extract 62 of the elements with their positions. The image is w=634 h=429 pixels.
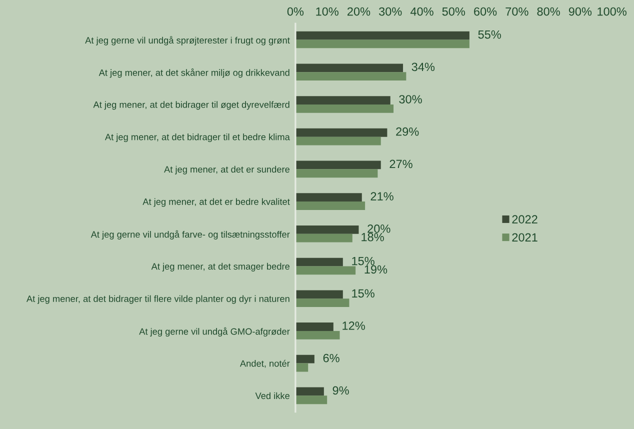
bar — [295, 72, 406, 81]
bar — [295, 387, 324, 396]
bar — [295, 136, 381, 146]
data-label: 34% — [412, 62, 435, 72]
y-tick-label: At jeg mener, at det bidrager til et bedre klima — [104, 134, 290, 142]
bar — [295, 258, 343, 266]
y-tick-label: At jeg gerne vil undgå farve- og tilsætningsstoffer — [90, 230, 290, 240]
y-tick-label: At jeg gerne vil undgå sprøjterester i frugt og grønt — [85, 36, 290, 46]
bar — [295, 266, 356, 275]
x-tick-label: 20% — [347, 7, 370, 16]
y-tick-label: At jeg mener, at det er bedre kvalitet — [142, 198, 290, 207]
data-label: 12% — [342, 322, 365, 330]
y-tick-label: At jeg gerne vil undgå GMO-afgrøder — [139, 327, 290, 337]
bar — [295, 64, 404, 72]
x-tick-label: 60% — [474, 7, 497, 16]
bar — [295, 193, 362, 202]
x-tick-label: 100% — [598, 7, 626, 16]
y-tick-label: At jeg mener, at det bidrager til flere vilde planter og dyr i naturen — [26, 295, 290, 304]
bar — [295, 160, 381, 170]
x-tick-label: 10% — [316, 7, 338, 16]
x-tick-label: 80% — [537, 7, 560, 16]
bar — [295, 354, 314, 364]
y-tick-label: At jeg mener, at det skåner miljø og drikkevand — [98, 68, 290, 78]
bar — [295, 322, 334, 331]
x-tick-label: 0% — [287, 7, 304, 16]
data-label: 19% — [364, 265, 388, 274]
x-tick-label: 70% — [506, 7, 528, 16]
data-label: 30% — [399, 95, 422, 104]
x-tick-label: 30% — [378, 7, 402, 16]
bar — [295, 128, 388, 137]
bar — [295, 40, 470, 48]
data-label: 9% — [332, 386, 349, 395]
bar — [295, 169, 378, 178]
bar — [295, 104, 394, 113]
data-label: 15% — [352, 289, 374, 298]
bar — [295, 225, 359, 234]
data-label: 18% — [362, 232, 384, 242]
bar — [295, 31, 470, 40]
bar — [295, 298, 350, 308]
data-label: 6% — [323, 354, 340, 362]
y-tick-label: At jeg mener, at det er sundere — [164, 166, 290, 174]
legend-label: 2022 — [512, 215, 538, 224]
data-label: 21% — [370, 192, 394, 200]
data-label: 55% — [478, 30, 501, 39]
data-label: 27% — [390, 160, 412, 168]
bar — [295, 234, 352, 242]
bar — [295, 290, 343, 299]
bar — [295, 396, 328, 404]
y-tick-label: At jeg mener, at det bidrager til øget dyrevelfærd — [93, 101, 290, 110]
y-tick-label: At jeg mener, at det smager bedre — [151, 262, 290, 272]
data-label: 29% — [396, 127, 419, 136]
bar — [295, 96, 390, 104]
data-label: 20% — [368, 224, 390, 233]
x-tick-label: 40% — [410, 7, 434, 16]
data-label: 15% — [352, 256, 374, 266]
bar — [295, 330, 340, 340]
legend-label: 2021 — [512, 233, 538, 242]
bar — [295, 202, 366, 210]
y-tick-label: Ved ikke — [255, 392, 290, 400]
x-tick-label: 90% — [568, 7, 592, 16]
y-tick-label: Andet, notér — [240, 360, 290, 368]
x-tick-label: 50% — [442, 7, 466, 16]
